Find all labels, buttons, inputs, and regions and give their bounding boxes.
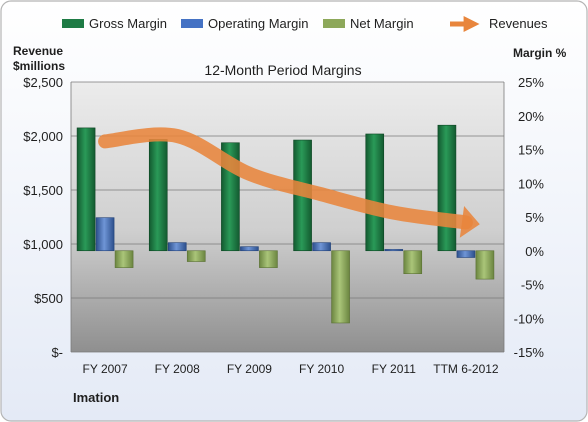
category-label: FY 2007 xyxy=(83,362,128,376)
category-label: FY 2011 xyxy=(372,362,417,376)
legend-swatch-net-margin xyxy=(323,19,345,28)
left-tick-label: $- xyxy=(51,345,63,360)
revenue-line xyxy=(98,127,473,230)
bar-gross-margin xyxy=(76,127,96,252)
right-tick-label: -5% xyxy=(521,278,545,293)
bar-net-margin xyxy=(331,250,350,324)
company-name: Imation xyxy=(73,390,119,405)
bar-operating-margin xyxy=(384,249,404,252)
bar-operating-margin xyxy=(240,246,259,252)
left-tick-label: $1,000 xyxy=(23,237,63,252)
category-label: TTM 6-2012 xyxy=(433,362,499,376)
bar-operating-margin xyxy=(167,242,187,252)
right-tick-label: -15% xyxy=(514,345,545,360)
legend-swatch-operating-margin xyxy=(181,19,203,28)
category-label: FY 2009 xyxy=(227,362,272,376)
bar-net-margin xyxy=(186,250,206,262)
left-tick-label: $2,000 xyxy=(23,129,63,144)
legend-label-operating-margin: Operating Margin xyxy=(208,16,308,31)
category-label: FY 2010 xyxy=(299,362,344,376)
bar-operating-margin xyxy=(312,242,331,252)
left-tick-label: $1,500 xyxy=(23,183,63,198)
bar-operating-margin xyxy=(95,217,115,252)
bar-net-margin xyxy=(114,250,134,268)
category-label: FY 2008 xyxy=(155,362,200,376)
right-tick-label: 5% xyxy=(525,210,544,225)
bar-gross-margin xyxy=(437,124,457,252)
legend-label-revenues: Revenues xyxy=(489,16,548,31)
legend-swatch-gross-margin xyxy=(62,19,84,28)
right-tick-label: 20% xyxy=(518,109,544,124)
left-axis-title-line2: $millions xyxy=(13,59,65,73)
bar-net-margin xyxy=(259,250,278,268)
left-tick-label: $500 xyxy=(34,291,63,306)
right-axis-title: Margin % xyxy=(513,46,567,60)
legend-label-gross-margin: Gross Margin xyxy=(89,16,167,31)
legend: Gross Margin Operating Margin Net Margin… xyxy=(62,15,548,33)
left-axis-title-line1: Revenue xyxy=(13,44,63,58)
right-tick-label: -10% xyxy=(514,311,545,326)
right-tick-label: 25% xyxy=(518,75,544,90)
revenue-line-layer xyxy=(98,127,480,238)
right-tick-label: 0% xyxy=(525,244,544,259)
legend-label-net-margin: Net Margin xyxy=(350,16,414,31)
bar-net-margin xyxy=(403,250,423,275)
bar-net-margin xyxy=(475,250,495,280)
left-tick-label: $2,500 xyxy=(23,75,63,90)
right-axis-ticks: 25% 20% 15% 10% 5% 0% -5% -10% -15% xyxy=(514,75,545,360)
left-axis-ticks: $2,500 $2,000 $1,500 $1,000 $500 $- xyxy=(23,75,63,360)
right-tick-label: 10% xyxy=(518,176,544,191)
bar-operating-margin xyxy=(456,250,476,258)
category-labels: FY 2007 FY 2008 FY 2009 FY 2010 FY 2011 TTM 6… xyxy=(83,362,499,376)
bar-gross-margin xyxy=(365,133,385,252)
gridlines xyxy=(70,81,505,353)
right-tick-label: 15% xyxy=(518,143,544,158)
revenue-arrowhead xyxy=(459,206,480,238)
chart-title: 12-Month Period Margins xyxy=(204,62,361,78)
bar-gross-margin xyxy=(148,139,168,252)
